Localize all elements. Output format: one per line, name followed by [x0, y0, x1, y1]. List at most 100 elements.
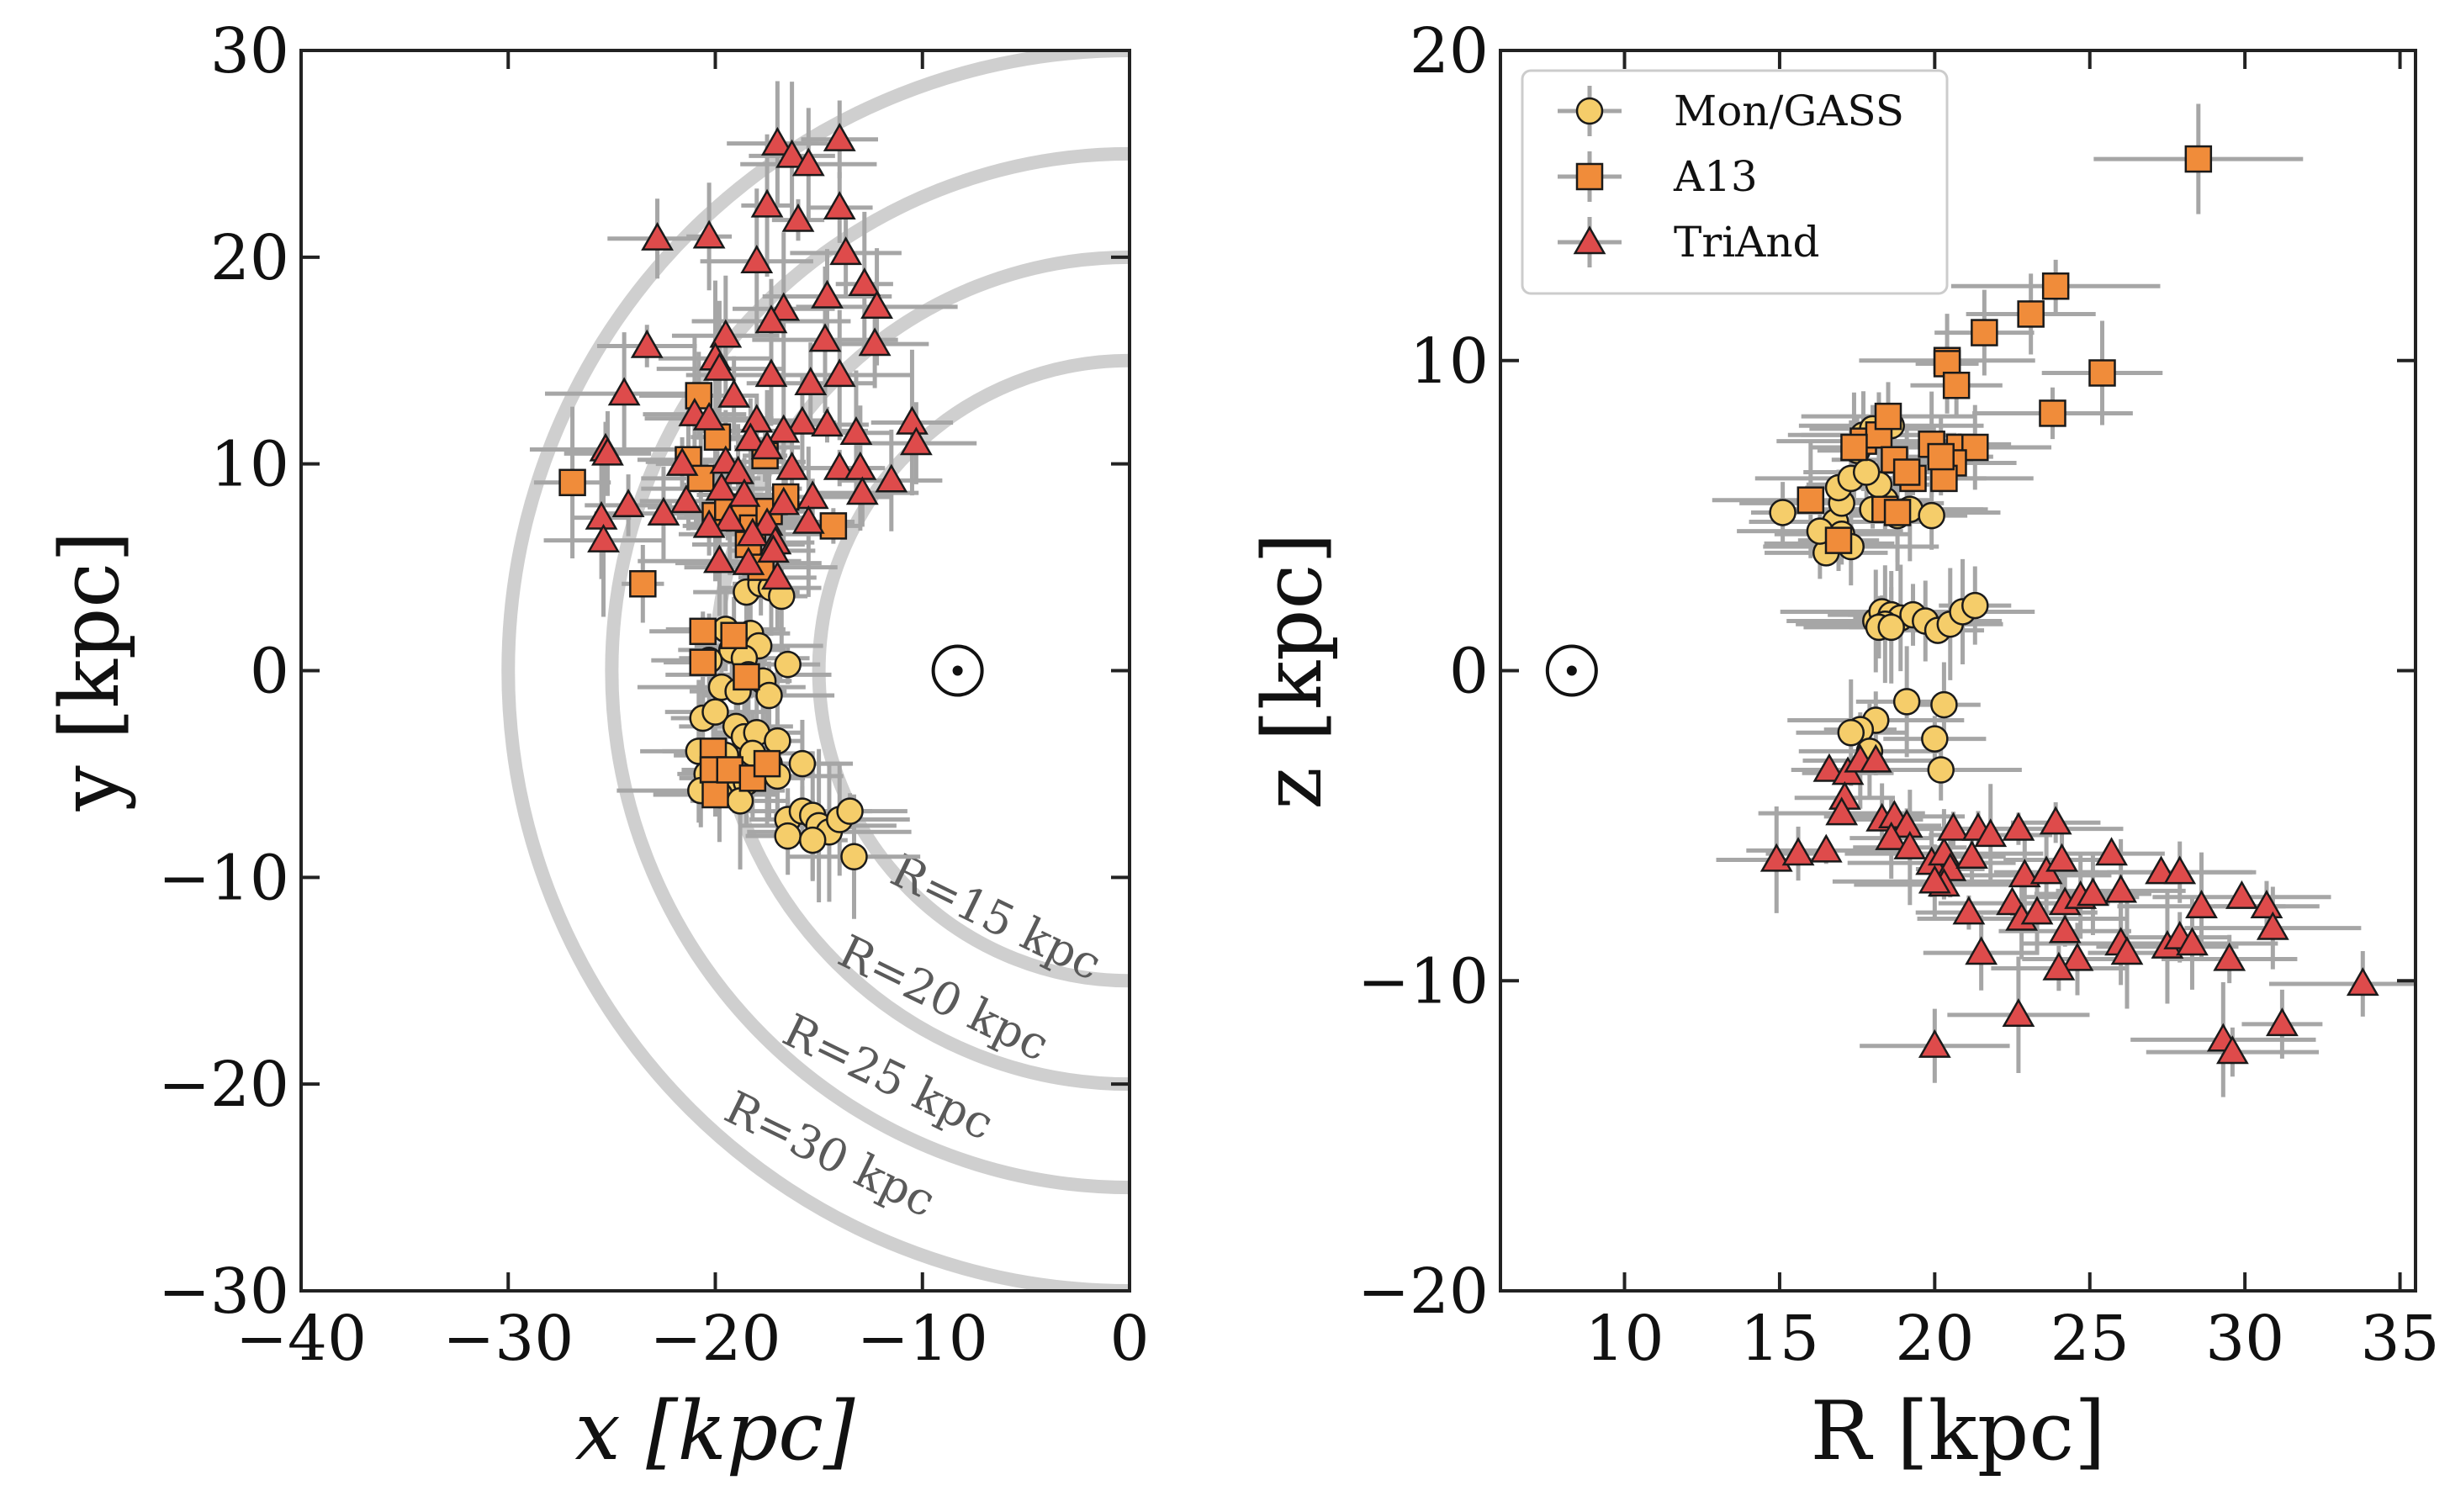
x-tick-label: −20 [649, 1303, 781, 1375]
radius-ring [812, 353, 1130, 988]
triand-point [1875, 821, 1908, 850]
triand-point [1812, 753, 1846, 782]
a13-point [2039, 399, 2066, 427]
legend-label: TriAnd [1674, 218, 1820, 267]
triand-point [2213, 942, 2246, 971]
x-tick-label: 10 [1585, 1303, 1664, 1375]
mon-gass-point [1892, 688, 1921, 716]
mon-gass-point [1769, 499, 1796, 526]
triand-point [2250, 889, 2283, 918]
triand-point [665, 447, 699, 476]
a13-point [2041, 272, 2070, 300]
y-tick-label: 20 [1410, 15, 1489, 87]
triand-point [781, 203, 815, 232]
x-tick-label: 20 [1895, 1303, 1974, 1375]
triand-point [1893, 830, 1927, 859]
triand-point [587, 523, 620, 552]
a13-point [1874, 402, 1902, 431]
triand-point [2215, 1035, 2249, 1065]
triand-point [757, 534, 790, 563]
triand-point [896, 405, 929, 435]
triand-point [2042, 951, 2076, 981]
triand-point [823, 122, 856, 151]
a13-point [1892, 458, 1921, 486]
triand-point [823, 358, 856, 388]
triand-point [703, 352, 736, 381]
triand-point [1918, 864, 1951, 894]
a13-point [2017, 300, 2045, 328]
legend-label: Mon/GASS [1674, 87, 1904, 135]
triand-point [717, 378, 751, 408]
triand-point [767, 292, 801, 321]
y-tick-label: 10 [1410, 325, 1489, 398]
mon-gass-point [1930, 690, 1958, 719]
mon-gass-point [774, 822, 802, 850]
triand-point [767, 414, 801, 443]
triand-point [811, 279, 844, 309]
y-tick-label: 0 [1449, 636, 1489, 708]
mon-gass-point [1927, 756, 1955, 784]
triand-point [791, 505, 825, 534]
triand-point [2061, 942, 2094, 971]
triand-point [2185, 889, 2218, 918]
legend-label: A13 [1673, 152, 1758, 201]
triand-point [2266, 1007, 2299, 1037]
triand-point [2104, 874, 2138, 903]
triand-point [2045, 843, 2078, 872]
a13-point [1927, 442, 1955, 471]
a13-point [1796, 486, 1825, 514]
x-tick-label: 25 [2050, 1303, 2130, 1375]
y-tick-label: −20 [158, 1049, 289, 1121]
a13-point [1824, 526, 1853, 554]
triand-point [736, 517, 770, 547]
triand-point [839, 416, 873, 445]
mon-gass-point [788, 749, 817, 778]
sun-symbol-dot [952, 665, 963, 676]
triand-point [808, 323, 842, 352]
triand-point [845, 476, 879, 505]
x-tick-label: 0 [1109, 1303, 1149, 1375]
triand-point [1937, 812, 1970, 841]
triand-point [713, 503, 747, 532]
triand-point [2008, 859, 2041, 888]
left-y-axis-label: y [kpc] [43, 531, 137, 812]
radius-ring [501, 50, 1130, 1291]
triand-point [1952, 896, 1986, 925]
mon-gass-point [1852, 458, 1881, 486]
triand-point [848, 267, 881, 296]
x-tick-label: 35 [2360, 1303, 2439, 1375]
triand-point [709, 319, 743, 348]
right-tick-labels: 10 15 20 25 30 35 −20 −10 0 10 20 [1357, 15, 2440, 1375]
a13-point [1840, 433, 1868, 462]
triand-point [641, 221, 674, 251]
triand-point [760, 126, 794, 156]
left-points [558, 122, 933, 870]
left-sun-marker [931, 644, 984, 697]
a13-point [1971, 319, 1998, 346]
y-tick-label: 30 [210, 15, 289, 87]
triand-point [1965, 936, 1998, 965]
mon-gass-point [836, 797, 864, 825]
x-tick-label: 30 [2205, 1303, 2284, 1375]
triand-point [829, 236, 863, 266]
triand-point [1955, 839, 1989, 869]
triand-point [823, 451, 856, 480]
a13-point [689, 617, 717, 646]
triand-point [754, 358, 788, 388]
y-tick-label: 0 [250, 636, 289, 708]
triand-point [2048, 914, 2082, 944]
triand-point [591, 436, 624, 466]
a13-point [701, 780, 729, 809]
radius-ring [605, 147, 1130, 1194]
a13-point [2088, 359, 2116, 387]
mon-gass-point [1837, 719, 1865, 747]
right-points [1759, 145, 2379, 1065]
mon-gass-point [774, 650, 802, 679]
a13-point [753, 749, 781, 778]
triand-point [823, 191, 856, 220]
mon-gass-point [1961, 591, 1989, 620]
triand-point [750, 188, 784, 218]
right-x-axis-label: R [kpc] [1810, 1384, 2105, 1478]
